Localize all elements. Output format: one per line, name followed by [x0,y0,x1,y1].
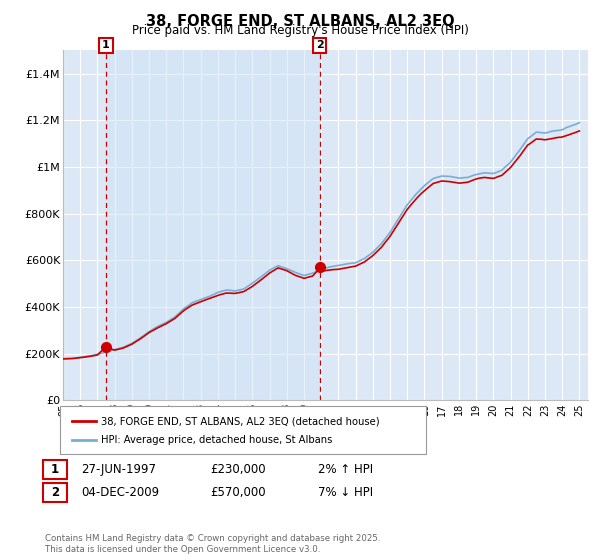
Text: Price paid vs. HM Land Registry's House Price Index (HPI): Price paid vs. HM Land Registry's House … [131,24,469,37]
Text: 1: 1 [102,40,110,50]
Text: 27-JUN-1997: 27-JUN-1997 [81,463,156,476]
Text: £230,000: £230,000 [210,463,266,476]
Text: 38, FORGE END, ST ALBANS, AL2 3EQ: 38, FORGE END, ST ALBANS, AL2 3EQ [146,14,454,29]
Text: 38, FORGE END, ST ALBANS, AL2 3EQ (detached house): 38, FORGE END, ST ALBANS, AL2 3EQ (detac… [101,416,379,426]
Text: 7% ↓ HPI: 7% ↓ HPI [318,486,373,500]
Text: 1: 1 [51,463,59,476]
Text: 2: 2 [51,486,59,500]
Text: 04-DEC-2009: 04-DEC-2009 [81,486,159,500]
Text: Contains HM Land Registry data © Crown copyright and database right 2025.
This d: Contains HM Land Registry data © Crown c… [45,534,380,554]
Text: 2% ↑ HPI: 2% ↑ HPI [318,463,373,476]
Text: HPI: Average price, detached house, St Albans: HPI: Average price, detached house, St A… [101,435,332,445]
Bar [106,50,320,400]
Text: £570,000: £570,000 [210,486,266,500]
Text: 2: 2 [316,40,323,50]
